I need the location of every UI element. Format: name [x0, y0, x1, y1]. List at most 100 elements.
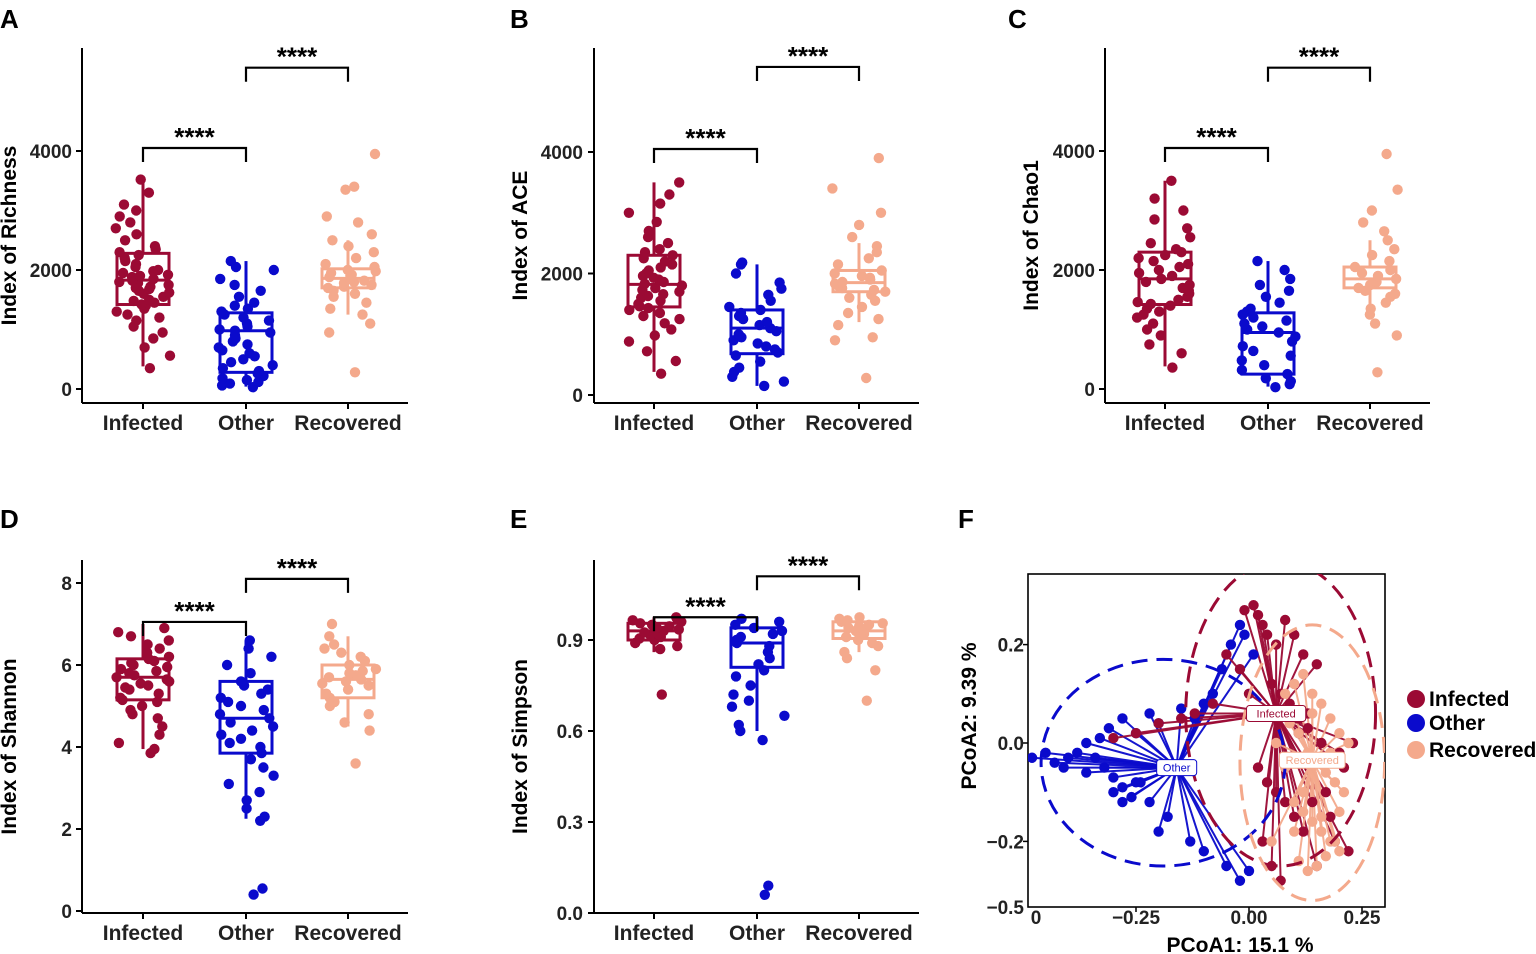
data-point-infected: [154, 643, 165, 654]
data-point-recovered: [1382, 235, 1393, 246]
data-point-other: [1259, 360, 1270, 371]
data-point-other: [733, 719, 744, 731]
data-point-other: [757, 734, 768, 746]
data-point-other: [743, 695, 755, 706]
data-point-other: [235, 700, 247, 712]
data-point-infected: [114, 247, 125, 258]
data-point-other: [246, 725, 258, 736]
data-point-infected: [119, 235, 131, 246]
data-point-recovered: [1384, 255, 1395, 267]
data-point-infected: [114, 276, 125, 288]
confidence-ellipse-infected: [1184, 574, 1378, 868]
significance-bracket: [652, 147, 759, 163]
data-point-infected: [1160, 249, 1171, 261]
sample-point-infected: [1320, 787, 1332, 798]
data-point-infected: [674, 313, 685, 325]
data-point-infected: [639, 627, 650, 638]
data-point-other: [1239, 318, 1250, 329]
data-point-infected: [676, 280, 688, 291]
data-point-recovered: [340, 184, 351, 195]
x-axis-title: PCoA1: 15.1 %: [1166, 934, 1313, 954]
panel-label-F: F: [958, 504, 974, 534]
sample-point-recovered: [1320, 850, 1332, 862]
data-point-infected: [152, 713, 163, 724]
sample-point-infected: [1298, 649, 1309, 660]
data-point-recovered: [326, 618, 338, 630]
data-point-recovered: [321, 688, 332, 699]
y-tick-label: −0.2: [986, 832, 1024, 853]
data-point-other: [1260, 291, 1272, 302]
significance-bracket: [1163, 146, 1270, 163]
sample-point-recovered: [1270, 737, 1282, 749]
sample-point-recovered: [1279, 688, 1291, 699]
significance-bracket: [755, 65, 861, 81]
data-point-recovered: [355, 651, 366, 662]
data-point-recovered: [343, 241, 354, 252]
data-point-infected: [142, 639, 153, 650]
data-point-infected: [115, 692, 126, 703]
data-point-other: [1273, 327, 1284, 338]
data-point-recovered: [1349, 261, 1361, 273]
data-point-recovered: [880, 286, 891, 297]
data-point-other: [241, 374, 253, 386]
data-point-infected: [1148, 255, 1159, 267]
data-point-infected: [118, 199, 130, 210]
data-point-other: [266, 651, 277, 662]
data-point-other: [752, 338, 763, 349]
data-point-infected: [1144, 339, 1155, 350]
data-point-other: [215, 273, 226, 285]
data-point-infected: [654, 244, 665, 255]
data-point-infected: [164, 350, 176, 361]
sample-point-recovered: [1293, 727, 1304, 739]
data-point-recovered: [339, 717, 350, 728]
data-point-other: [229, 279, 240, 291]
data-point-infected: [1174, 261, 1185, 273]
data-point-other: [217, 373, 228, 384]
data-point-infected: [674, 177, 685, 188]
data-point-infected: [1145, 238, 1157, 249]
sample-point-infected: [1221, 649, 1232, 660]
data-point-infected: [648, 272, 659, 283]
y-corner-label: −0.5: [986, 898, 1024, 919]
x-tick-label: 0.25: [1344, 908, 1381, 929]
data-point-recovered: [344, 659, 355, 671]
data-point-recovered: [847, 231, 858, 243]
data-point-infected: [670, 355, 681, 367]
data-point-recovered: [319, 643, 330, 654]
data-point-infected: [664, 621, 675, 632]
data-point-recovered: [877, 618, 888, 629]
sample-point-other: [1108, 787, 1119, 798]
spider-line-other: [1157, 767, 1178, 832]
data-point-infected: [162, 269, 174, 280]
data-point-other: [1285, 273, 1296, 285]
sample-point-other: [1090, 752, 1101, 763]
data-point-other: [258, 762, 269, 773]
sample-point-other: [1117, 796, 1128, 808]
data-point-infected: [124, 668, 135, 679]
data-point-infected: [130, 258, 142, 270]
data-point-other: [248, 889, 259, 900]
data-point-other: [759, 889, 770, 900]
centroid-label-recovered: Recovered: [1286, 755, 1339, 767]
data-point-recovered: [1379, 226, 1390, 237]
significance-bracket: [141, 620, 248, 636]
x-tick-label: −0.25: [1112, 908, 1161, 929]
data-point-recovered: [871, 241, 883, 252]
sample-point-infected: [1307, 796, 1318, 808]
sample-point-recovered: [1307, 688, 1318, 699]
data-point-recovered: [317, 678, 328, 689]
y-axis-title: Index of Chao1: [1020, 160, 1043, 311]
data-point-recovered: [357, 309, 368, 320]
data-point-other: [733, 329, 744, 340]
spider-line-recovered: [1311, 760, 1318, 867]
y-tick-label: 0.6: [557, 722, 583, 743]
centroid-label-box: [1278, 751, 1346, 769]
data-point-other: [265, 327, 276, 338]
data-point-infected: [1153, 264, 1165, 276]
data-point-other: [216, 306, 227, 317]
sample-point-infected: [1252, 762, 1264, 773]
significance-label: ****: [174, 122, 215, 152]
data-point-recovered: [876, 265, 887, 276]
y-tick-label: 0.9: [557, 631, 583, 652]
sample-point-other: [1221, 860, 1232, 872]
